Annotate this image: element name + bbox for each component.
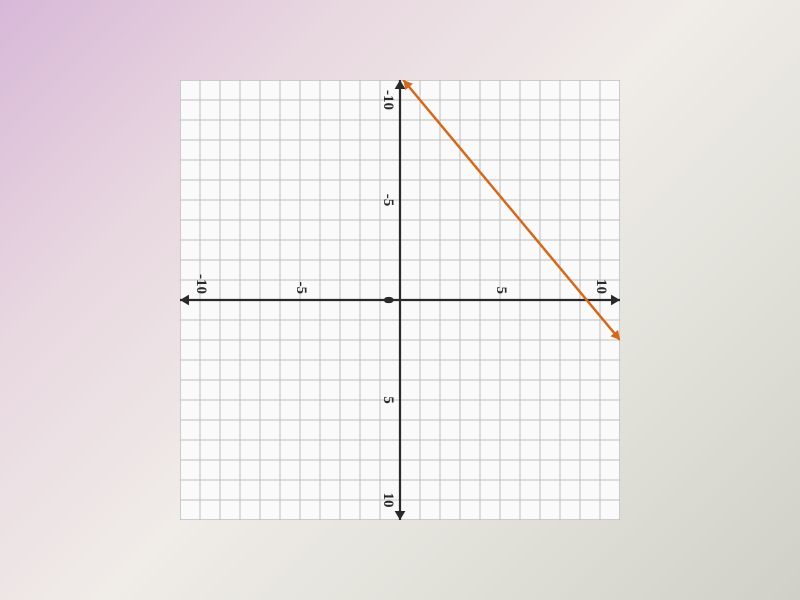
x-tick-label: 0 (379, 290, 396, 310)
x-tick-label: 10 (379, 490, 396, 510)
coordinate-graph: -10 -5 0 5 10 -10 -5 5 10 (180, 80, 620, 520)
x-tick-label: -10 (379, 90, 396, 110)
x-tick-label: 5 (379, 390, 396, 410)
x-tick-label: -5 (379, 190, 396, 210)
y-tick-label: -5 (292, 282, 309, 295)
y-tick-label: 5 (492, 287, 509, 295)
y-tick-label: -10 (192, 274, 209, 294)
y-tick-label: 10 (592, 279, 609, 294)
graph-canvas (180, 80, 620, 520)
